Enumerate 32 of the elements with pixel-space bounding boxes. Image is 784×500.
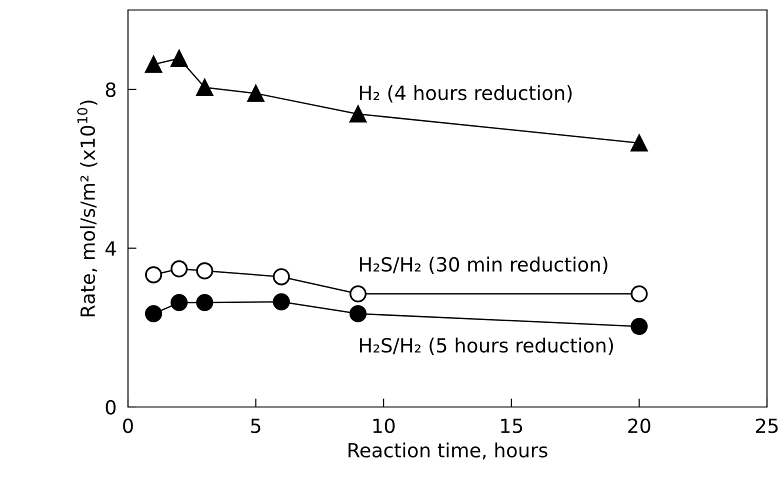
point <box>272 293 290 310</box>
point <box>196 78 214 96</box>
point <box>196 262 214 280</box>
x-tick-label: 20 <box>628 418 650 434</box>
point <box>349 305 367 322</box>
point <box>630 318 648 335</box>
point <box>145 56 162 73</box>
point <box>630 285 648 302</box>
y-tick-label: 4 <box>105 241 116 256</box>
x-tick-label: 10 <box>373 418 395 434</box>
point <box>170 260 188 278</box>
point <box>145 266 162 284</box>
x-tick-label: 0 <box>123 418 133 434</box>
point <box>272 268 290 286</box>
point <box>349 105 367 123</box>
series-label: H₂ (4 hours reduction) <box>360 85 572 102</box>
point <box>170 294 188 312</box>
point <box>196 294 214 312</box>
point <box>349 285 367 302</box>
point <box>247 84 264 102</box>
y-tick-label: 8 <box>106 82 116 98</box>
point <box>630 134 648 152</box>
point <box>145 305 162 322</box>
x-tick-label: 5 <box>251 418 260 434</box>
point <box>170 50 188 67</box>
y-axis-title: Rate, mol/s/m² (x10$^{10}$) <box>77 100 98 316</box>
x-tick-label: 15 <box>501 418 522 434</box>
x-axis-title: Reaction time, hours <box>348 442 548 460</box>
series-label: H₂S/H₂ (30 min reduction) <box>360 256 608 274</box>
series-label: H₂S/H₂ (5 hours reduction) <box>360 338 613 355</box>
x-tick-label: 25 <box>756 418 778 434</box>
y-tick-label: 0 <box>106 400 116 415</box>
